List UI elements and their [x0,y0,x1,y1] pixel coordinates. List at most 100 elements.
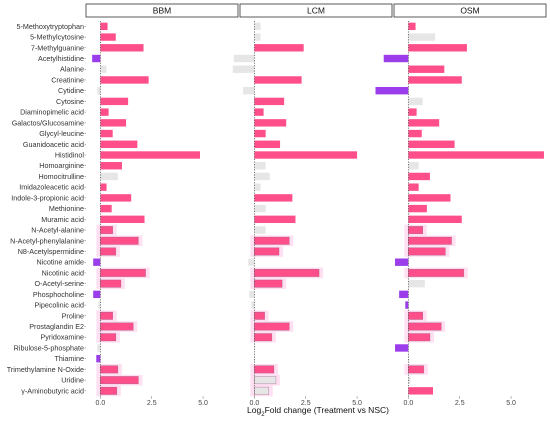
bar-bbm-guanidoacetic-acid [100,140,138,148]
y-tick-label-pyridoxamine: Pyridoxamine [40,333,84,342]
bar-bbm-phosphocholine [93,290,101,299]
bar-bbm-homoarginine [100,162,122,170]
bar-lcm-proline [254,312,265,320]
bar-osm-acetylhistidine [383,54,409,63]
y-tick-label-ribulose-5-phosphate: Ribulose-5-phosphate [14,343,84,352]
y-tick-label-5-methoxytryptophan: 5-Methoxytryptophan [16,22,84,31]
y-tick-label-uridine: Uridine [61,376,84,385]
x-tick-label: 5.0 [506,400,516,407]
bar-osm-methionine [408,204,427,213]
bar-osm-imidazoleacetic-acid [408,183,419,191]
bar-bbm-pyridoxamine [100,333,116,341]
y-tick-label-trimethylamine-n-oxide: Trimethylamine N-Oxide [7,365,84,374]
bar-lcm-muramic-acid [254,215,296,224]
bar-lcm-5-methoxytryptophan [254,22,261,31]
y-tick-label-methionine: Methionine [49,204,84,213]
x-axis-title-suffix: Fold change (Treatment vs NSC) [265,405,390,415]
y-tick-label-phosphocholine: Phosphocholine [33,290,84,299]
y-tick-label-cytosine: Cytosine [56,97,84,106]
y-tick-label-n-acetyl-alanine: N-Acetyl-alanine [31,226,84,235]
bar-lcm-galactos-glucosamine [254,119,287,127]
facet-lcm: LCM 0.0 2.5 5.0 [232,3,393,407]
x-tick-label: 2.5 [455,400,465,407]
bar-osm-nicotine-amide [395,258,409,266]
bar-lcm-n-acetyl-alanine [254,226,266,234]
bar-bbm-n-acetyl-alanine [100,226,113,234]
bar-bbm-5-methoxytryptophan [100,22,108,31]
bar-lcm-n-acetyl-phenylalanine [254,237,290,245]
y-tick-label-aminobutyric-acid: γ-Aminobutyric acid [21,386,84,395]
bar-bbm-galactos-glucosamine [100,119,127,127]
bar-lcm-thiamine [254,354,256,363]
x-tick-label: 0.0 [404,400,414,407]
bar-lcm-alanine [232,65,255,73]
bar-osm-phosphocholine [399,290,409,299]
bar-lcm-n8-acetylspermidine [254,247,280,256]
y-tick-label-glycyl-leucine: Glycyl-leucine [39,129,84,138]
bar-bbm-muramic-acid [100,215,145,224]
bar-bbm-cytosine [100,97,129,106]
bar-osm-nicotinic-acid [408,269,464,277]
bar-osm-n8-acetylspermidine [408,247,446,256]
bar-osm-uridine [408,376,411,384]
bar-lcm-cytidine [243,86,255,95]
facet-strip [393,3,547,18]
bar-lcm-uridine [254,376,276,384]
facet-bbm: BBM 0.0 2.5 5.0 [85,3,239,407]
y-tick-label-thiamine: Thiamine [54,354,84,363]
bar-bbm-nicotine-amide [93,258,101,266]
y-tick-label-nicotine-amide: Nicotine amide [36,258,84,267]
bar-lcm-creatinine [254,76,302,84]
bar-lcm-glycyl-leucine [254,129,266,138]
x-axis-title-subscript: 2 [261,412,265,418]
x-axis-title-prefix: Log [247,405,261,415]
bar-osm-thiamine [408,354,410,363]
y-tick-label-n8-acetylspermidine: N8-Acetylspermidine [18,247,84,256]
y-tick-label-pipecolinic-acid: Pipecolinic acid [34,301,84,310]
bar-bbm-creatinine [100,76,149,84]
facet-strip [85,3,239,18]
y-tick-label-homocitrulline: Homocitrulline [38,172,84,181]
bar-lcm-ribulose-5-phosphate [254,344,256,352]
y-tick-label-galactos-glucosamine: Galactos/Glucosamine [12,118,84,127]
bar-bbm-indole-3-propionic-acid [100,194,132,202]
bar-lcm-5-methylcytosine [254,33,261,41]
bar-osm-histidinol [408,151,544,159]
bar-bbm-glycyl-leucine [100,129,113,138]
y-tick-label-imidazoleacetic-acid: Imidazoleacetic acid [19,183,84,192]
bar-osm-prostaglandin-e2 [408,322,442,331]
bar-outline [254,322,290,331]
x-tick-label: 5.0 [352,400,362,407]
bar-osm-pipecolinic-acid [405,301,409,309]
bar-osm-5-methoxytryptophan [408,22,416,31]
bar-outline [100,333,117,342]
bar-bbm-aminobutyric-acid [100,387,117,395]
y-tick-label-5-methylcytosine: 5-Methylcytosine [30,33,84,42]
bar-bbm-thiamine [96,354,101,363]
y-tick-label-indole-3-propionic-acid: Indole-3-propionic acid [11,193,84,202]
facet-strip-label: LCM [307,6,325,16]
bar-bbm-o-acetyl-serine [100,279,121,288]
bar-lcm-nicotine-amide [248,258,255,266]
bar-osm-alanine [408,65,445,73]
bar-osm-n-acetyl-alanine [408,226,423,234]
bar-bbm-prostaglandin-e2 [100,322,134,331]
bar-lcm-phosphocholine [249,290,255,299]
bar-osm-cytosine [408,97,423,106]
bar-outline [408,333,431,342]
facet-strip [239,3,393,18]
y-tick-label-cytidine: Cytidine [58,86,84,95]
bar-osm-indole-3-propionic-acid [408,194,451,202]
facet-strip-label: OSM [460,6,479,16]
bar-lcm-pipecolinic-acid [251,301,255,309]
bar-outline [254,333,273,342]
y-tick-label-prostaglandin-e2: Prostaglandin E2 [29,322,84,331]
bar-bbm-nicotinic-acid [100,269,146,277]
y-tick-label-n-acetyl-phenylalanine: N-Acetyl-phenylalanine [10,236,84,245]
bar-lcm-methionine [254,204,266,213]
x-tick-label: 0.0 [96,400,106,407]
y-tick-label-muramic-acid: Muramic acid [41,215,84,224]
bar-bbm-homocitrulline [100,172,118,181]
bar-osm-muramic-acid [408,215,462,224]
